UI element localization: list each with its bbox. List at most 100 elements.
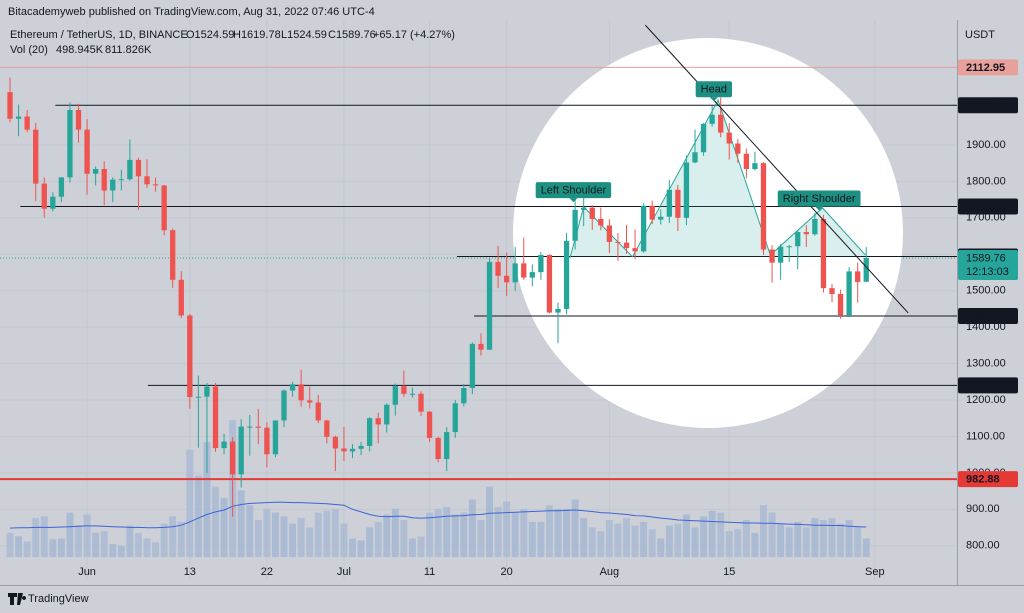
- candle-body: [341, 448, 347, 452]
- candle-body: [247, 426, 253, 428]
- candle-body: [795, 232, 801, 247]
- annotation-label: Right Shoulder: [783, 193, 856, 205]
- candle-body: [589, 207, 595, 219]
- candle-body: [555, 308, 561, 313]
- candle-body: [640, 205, 647, 252]
- volume-bar: [597, 531, 605, 557]
- candle-body: [332, 436, 339, 449]
- candle-body: [281, 390, 287, 421]
- candle-body: [598, 218, 604, 226]
- volume-bar: [391, 508, 399, 557]
- y-tick-label: 900.00: [966, 503, 1000, 515]
- candle-body: [452, 403, 458, 433]
- candle-body: [760, 163, 767, 250]
- y-tick-label: 1900.00: [966, 139, 1006, 151]
- candle-body: [195, 396, 202, 398]
- candle-body: [409, 393, 416, 395]
- candle-body: [512, 263, 518, 283]
- candle-body: [855, 271, 861, 282]
- y-tick-label: 1800.00: [966, 175, 1006, 187]
- candle-body: [752, 163, 758, 170]
- volume-bar: [537, 521, 545, 557]
- candle-body: [709, 114, 715, 124]
- volume-bar: [169, 516, 177, 557]
- candle-body: [289, 384, 296, 391]
- plot: Head Left Shoulder Right Shoulder: [0, 24, 957, 557]
- footer-brand: TradingView: [28, 593, 89, 605]
- candle-body: [495, 261, 501, 276]
- candle-body: [135, 159, 142, 177]
- volume-bar: [237, 490, 245, 557]
- candle-body: [486, 261, 493, 350]
- candle-body: [324, 420, 330, 437]
- volume-bar: [57, 538, 65, 557]
- volume-bar: [468, 499, 476, 557]
- axes: 800.00900.001000.001100.001200.001300.00…: [78, 59, 1018, 578]
- volume-bar: [177, 521, 185, 557]
- candle-body: [67, 109, 73, 178]
- candle-body: [743, 153, 750, 170]
- candle-body: [444, 432, 450, 460]
- candle-body: [392, 386, 398, 405]
- volume-bar: [845, 520, 853, 557]
- level-label-box: [958, 471, 1018, 488]
- ohlc-change: +65.17 (+4.27%): [373, 29, 455, 41]
- volume-bar: [100, 531, 108, 557]
- candle-body: [521, 263, 527, 278]
- x-tick-label: Jun: [78, 566, 96, 578]
- y-tick-label: 1500.00: [966, 285, 1006, 297]
- volume-ma-line: [9, 501, 867, 529]
- y-tick-label: 1400.00: [966, 321, 1006, 333]
- volume-bar: [528, 521, 536, 557]
- volume-bar: [545, 505, 553, 557]
- volume-bar: [126, 525, 134, 557]
- volume-bar: [623, 518, 630, 557]
- volume-bar: [263, 508, 271, 557]
- candle-body: [118, 179, 124, 181]
- candle-body: [623, 242, 630, 249]
- level-label-box: [958, 308, 1018, 325]
- level-label-box: [958, 59, 1018, 76]
- published-line: Bitacademyweb published on TradingView.c…: [8, 6, 375, 18]
- candle-body: [649, 205, 655, 220]
- volume-bar: [194, 475, 202, 557]
- candle-body: [692, 152, 698, 163]
- volume-bar: [297, 518, 305, 557]
- volume-bar: [785, 527, 793, 557]
- volume-bar: [717, 512, 725, 557]
- candle-body: [315, 402, 321, 421]
- candle-body: [358, 445, 364, 449]
- x-tick-label: 20: [501, 566, 513, 578]
- candle-body: [238, 426, 244, 475]
- candle-body: [170, 230, 176, 280]
- volume-bar: [503, 501, 511, 557]
- footer: TradingView: [8, 593, 89, 605]
- candle-body: [581, 207, 587, 210]
- volume-bar: [83, 514, 91, 557]
- volume-bar: [92, 532, 100, 557]
- volume-bar: [725, 531, 733, 557]
- candle-body: [101, 169, 107, 191]
- volume-bar: [220, 497, 228, 557]
- volume-bar: [511, 512, 519, 557]
- volume-bar: [734, 529, 742, 557]
- level-label-box: [958, 97, 1018, 114]
- volume-bar: [760, 505, 767, 557]
- x-tick-label: Jul: [337, 566, 351, 578]
- candle-body: [187, 315, 193, 398]
- candle-body: [375, 418, 381, 425]
- candle-body: [426, 411, 433, 438]
- level-label: 1240.34: [966, 380, 1007, 392]
- candle-body: [75, 109, 82, 130]
- volume-value: 498.945K: [56, 44, 104, 56]
- volume-bar: [640, 521, 648, 557]
- volume-bar: [802, 527, 810, 557]
- ohlc-legend: H1619.78: [233, 29, 281, 41]
- annotation-pointer: [709, 97, 718, 102]
- candle-body: [272, 420, 279, 455]
- volume-bar: [340, 523, 348, 557]
- x-tick-label: 15: [723, 566, 735, 578]
- volume-bar: [400, 520, 408, 557]
- level-label: 982.88: [966, 474, 1000, 486]
- candle-body: [563, 240, 570, 309]
